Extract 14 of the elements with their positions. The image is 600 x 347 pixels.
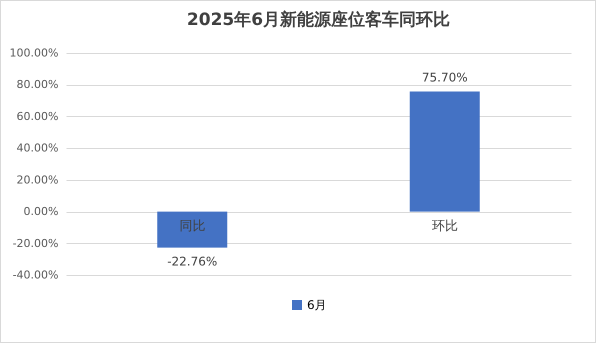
y-tick-label: 100.00% xyxy=(10,46,58,60)
x-tick-label: 环比 xyxy=(432,219,458,234)
y-tick-label: -40.00% xyxy=(12,268,58,282)
data-label: 75.70% xyxy=(422,70,468,85)
y-tick-label: 20.00% xyxy=(16,173,58,186)
y-tick-label: 60.00% xyxy=(16,110,58,123)
x-tick-label: 同比 xyxy=(179,219,206,234)
chart-title: 2025年6月新能源座位客车同环比 xyxy=(186,10,450,30)
y-tick-label: 80.00% xyxy=(16,78,58,92)
y-tick-label: 0.00% xyxy=(24,205,58,218)
y-tick-label: -20.00% xyxy=(12,236,58,250)
legend-label: 6月 xyxy=(307,298,327,312)
y-tick-label: 40.00% xyxy=(16,142,58,155)
data-label: -22.76% xyxy=(167,254,218,269)
